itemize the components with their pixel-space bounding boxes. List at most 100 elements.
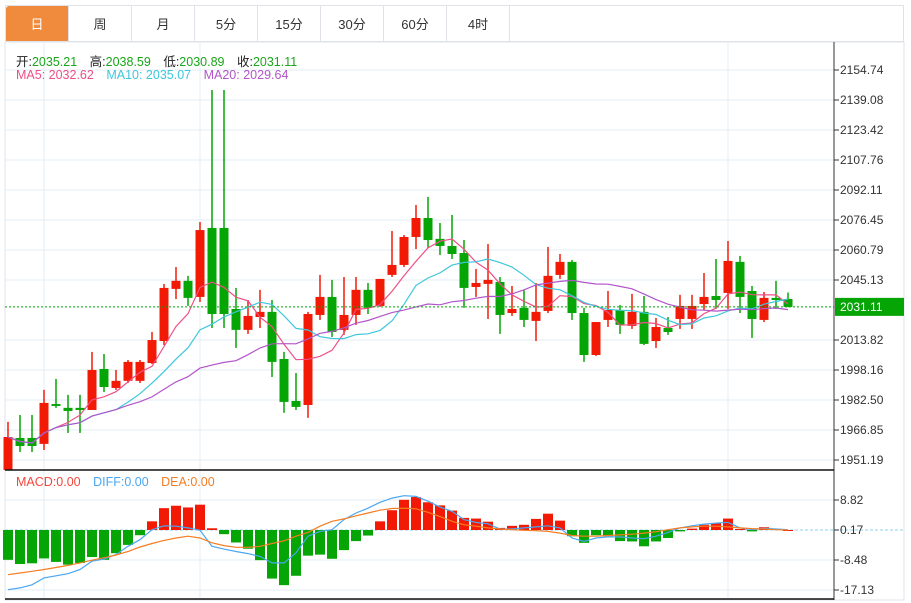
macd-tick-label: 8.82 — [840, 493, 864, 507]
candle-down — [207, 227, 217, 314]
tab-4hour[interactable]: 4时 — [447, 6, 510, 41]
price-tick-label: 1998.16 — [840, 363, 884, 377]
macd-bar-negative — [303, 530, 313, 556]
macd-bar-positive — [531, 518, 541, 530]
candle-down — [663, 327, 673, 332]
macd-bar-positive — [399, 499, 409, 530]
tab-week[interactable]: 周 — [69, 6, 132, 41]
macd-bar-negative — [123, 530, 133, 545]
candle-down — [783, 299, 793, 307]
macd-bar-negative — [663, 530, 673, 538]
candle-down — [435, 238, 445, 246]
ma20-line — [7, 279, 789, 444]
tab-15min[interactable]: 15分 — [258, 6, 321, 41]
candle-down — [615, 309, 625, 325]
low-value: 2030.89 — [179, 55, 225, 69]
candle-down — [447, 245, 457, 255]
candle-down — [183, 280, 193, 298]
candle-up — [687, 305, 697, 319]
candle-down — [75, 407, 85, 410]
current-price-badge — [835, 297, 904, 316]
macd-bar-positive — [459, 517, 469, 530]
candle-up — [471, 282, 481, 287]
price-tick-label: 2076.45 — [840, 213, 884, 227]
price-tick-label: 1951.19 — [840, 453, 884, 467]
tab-day[interactable]: 日 — [6, 6, 69, 41]
grid — [4, 41, 905, 601]
macd-bar-negative — [15, 530, 25, 564]
macd-bar-positive — [375, 521, 385, 530]
macd-bar-negative — [267, 530, 277, 579]
candle-up — [375, 278, 385, 306]
ma-readout: MA5: 2032.62 MA10: 2035.07 MA20: 2029.64 — [16, 68, 297, 82]
candle-up — [723, 260, 733, 293]
macd-bar-positive — [435, 505, 445, 530]
candle-up — [627, 311, 637, 326]
candle-down — [771, 297, 781, 300]
macd-bar-positive — [423, 502, 433, 530]
macd-bar-negative — [315, 530, 325, 555]
tab-month[interactable]: 月 — [132, 6, 195, 41]
macd-bar-negative — [627, 530, 637, 542]
ma5-line — [7, 238, 789, 444]
macd-bar-negative — [351, 530, 361, 542]
candle-down — [519, 307, 529, 320]
price-tick-label: 2060.79 — [840, 243, 884, 257]
macd-bar-negative — [75, 530, 85, 563]
tab-30min[interactable]: 30分 — [321, 6, 384, 41]
ohlc-readout: 开:2035.21 高:2038.59 低:2030.89 收:2031.11 — [16, 51, 306, 70]
tab-5min[interactable]: 5分 — [195, 6, 258, 41]
candle-up — [483, 279, 493, 284]
price-tick-label: 2123.42 — [840, 123, 884, 137]
candle-down — [747, 290, 757, 319]
open-value: 2035.21 — [31, 55, 78, 69]
price-tick-label: 1982.50 — [840, 393, 884, 407]
candle-up — [111, 380, 121, 388]
candle-up — [651, 327, 661, 341]
candle-up — [531, 311, 541, 321]
candle-up — [159, 287, 169, 341]
macd-bar-negative — [747, 530, 757, 532]
candle-up — [255, 311, 265, 318]
candle-down — [711, 295, 721, 300]
macd-bar-positive — [411, 497, 421, 530]
macd-bar-negative — [87, 530, 97, 558]
macd-bar-negative — [219, 530, 229, 535]
ma10-line — [7, 258, 789, 444]
macd-bar-positive — [195, 504, 205, 530]
candle-up — [195, 230, 205, 297]
price-tick-label: 2045.13 — [840, 273, 884, 287]
tab-60min[interactable]: 60分 — [384, 6, 447, 41]
macd-bar-negative — [231, 530, 241, 543]
candle-up — [387, 264, 397, 275]
price-tick-label: 2092.11 — [840, 183, 883, 197]
candle-up — [699, 296, 709, 305]
price-tick-label: 2013.82 — [840, 333, 884, 347]
macd-panel — [3, 495, 904, 591]
candle-down — [279, 359, 289, 402]
macd-bar-positive — [699, 524, 709, 530]
macd-bar-positive — [555, 520, 565, 530]
candle-up — [39, 402, 49, 444]
candle-down — [99, 368, 109, 387]
candle-up — [507, 309, 517, 314]
macd-bar-positive — [447, 510, 457, 530]
close-value: 2031.11 — [252, 55, 298, 69]
macd-tick-label: -8.48 — [840, 553, 868, 567]
macd-bar-positive — [207, 528, 217, 530]
price-tick-label: 2139.08 — [840, 93, 884, 107]
ma5-value: MA5: 2032.62 — [16, 68, 94, 82]
macd-bar-negative — [3, 530, 13, 560]
candle-down — [363, 289, 373, 308]
candle-down — [423, 217, 433, 241]
dea-value: DEA:0.00 — [161, 475, 215, 489]
candle-up — [591, 322, 601, 355]
candle-up — [411, 217, 421, 237]
candle-up — [123, 361, 133, 381]
macd-value: MACD:0.00 — [16, 475, 81, 489]
candle-down — [291, 400, 301, 407]
candle-up — [147, 340, 157, 364]
dea-line — [7, 507, 789, 576]
macd-bar-negative — [363, 530, 373, 536]
